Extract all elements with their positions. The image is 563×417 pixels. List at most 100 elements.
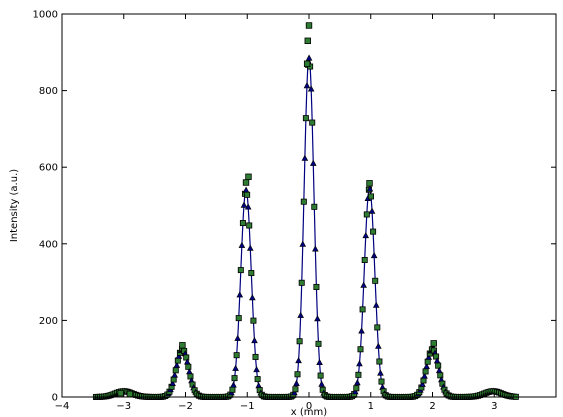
data-point-square [374, 324, 381, 331]
data-point-square [317, 372, 324, 379]
data-point-square [170, 376, 177, 383]
data-point-square [313, 283, 320, 290]
data-point-square [300, 198, 307, 205]
data-point-square [363, 211, 370, 218]
data-point-square [304, 37, 311, 45]
data-point-square [185, 363, 192, 370]
data-point-square [372, 277, 379, 284]
y-tick-label: 200 [39, 316, 58, 327]
x-tick-label: −3 [116, 401, 131, 412]
data-point-square [242, 179, 250, 186]
data-point-triangle [171, 371, 178, 378]
data-point-square [303, 60, 311, 67]
data-point-triangle [362, 232, 370, 239]
data-point-square [311, 203, 318, 210]
data-point-square [357, 346, 364, 353]
data-point-square [353, 385, 360, 392]
data-point-triangle [301, 154, 309, 161]
data-point-triangle [354, 379, 361, 386]
y-tick-label: 1000 [33, 10, 58, 21]
data-point-square [378, 378, 385, 385]
data-point-triangle [356, 360, 363, 367]
data-point-triangle [236, 291, 244, 298]
data-point-triangle [297, 311, 304, 318]
data-point-square [361, 256, 368, 263]
marker-layer [92, 22, 519, 400]
data-point-square [231, 375, 238, 382]
data-point-square [244, 191, 251, 198]
data-point-triangle [255, 382, 262, 389]
data-point-square [424, 358, 431, 365]
data-point-square [229, 386, 236, 393]
data-point-square [302, 115, 309, 122]
data-point-triangle [368, 207, 376, 214]
data-point-triangle [244, 203, 252, 210]
data-point-triangle [307, 85, 315, 92]
data-point-triangle [372, 301, 380, 308]
data-point-square [355, 371, 362, 378]
ticks-layer: −4 −3 −2 −1 0 1 2 3 0 200 400 600 800 1000 [33, 10, 556, 412]
data-point-square [437, 372, 444, 379]
data-point-square [117, 389, 124, 397]
data-point-square [309, 119, 316, 126]
data-point-triangle [303, 82, 311, 89]
data-point-square [179, 342, 186, 349]
data-point-triangle [351, 388, 359, 395]
fit-curve [95, 56, 516, 398]
data-point-square [245, 173, 252, 180]
data-point-square [183, 354, 190, 361]
data-point-triangle [251, 336, 258, 344]
plot-frame [61, 13, 557, 398]
data-point-triangle [240, 201, 248, 208]
data-point-square [296, 338, 303, 345]
data-point-triangle [309, 159, 317, 166]
data-point-triangle [242, 186, 250, 193]
x-tick-label: 1 [368, 401, 374, 412]
x-tick-label: −4 [55, 401, 70, 412]
data-point-square [239, 220, 246, 227]
y-axis-label: Intensity (a.u.) [9, 169, 20, 242]
data-point-square [305, 22, 313, 29]
data-point-triangle [375, 342, 382, 349]
data-point-square [237, 267, 244, 274]
data-point-square [250, 317, 257, 324]
x-tick-label: 3 [491, 401, 497, 412]
data-point-triangle [425, 353, 433, 360]
data-point-triangle [421, 372, 428, 379]
data-point-triangle [305, 54, 313, 61]
data-point-triangle [299, 240, 307, 247]
data-point-triangle [318, 380, 325, 387]
x-tick-label: −2 [178, 401, 193, 412]
data-point-square [126, 390, 134, 398]
data-point-triangle [232, 364, 239, 371]
data-point-triangle [423, 362, 430, 370]
data-point-triangle [230, 381, 237, 388]
data-point-square [422, 368, 429, 375]
x-tick-label: −1 [240, 401, 255, 412]
data-point-triangle [173, 361, 181, 368]
data-point-square [233, 352, 240, 359]
data-point-square [315, 340, 322, 347]
x-axis-label: x (mm) [291, 407, 327, 417]
data-point-triangle [169, 379, 176, 386]
data-point-square [246, 222, 253, 229]
data-point-square [235, 315, 242, 322]
data-point-triangle [316, 358, 323, 365]
data-point-triangle [238, 241, 246, 248]
data-point-square [430, 340, 437, 347]
data-point-square [292, 386, 299, 393]
data-point-triangle [360, 281, 367, 288]
data-point-square [254, 376, 261, 383]
data-point-triangle [234, 334, 241, 341]
data-point-triangle [312, 245, 319, 252]
y-tick-label: 800 [39, 86, 58, 97]
data-point-triangle [370, 251, 378, 259]
data-point-square [252, 353, 259, 360]
data-point-square [359, 306, 366, 313]
data-point-triangle [249, 294, 256, 301]
data-point-square [420, 377, 427, 384]
data-point-triangle [246, 244, 254, 251]
y-tick-label: 600 [39, 163, 58, 174]
data-point-triangle [377, 369, 384, 376]
data-point-triangle [314, 315, 321, 322]
